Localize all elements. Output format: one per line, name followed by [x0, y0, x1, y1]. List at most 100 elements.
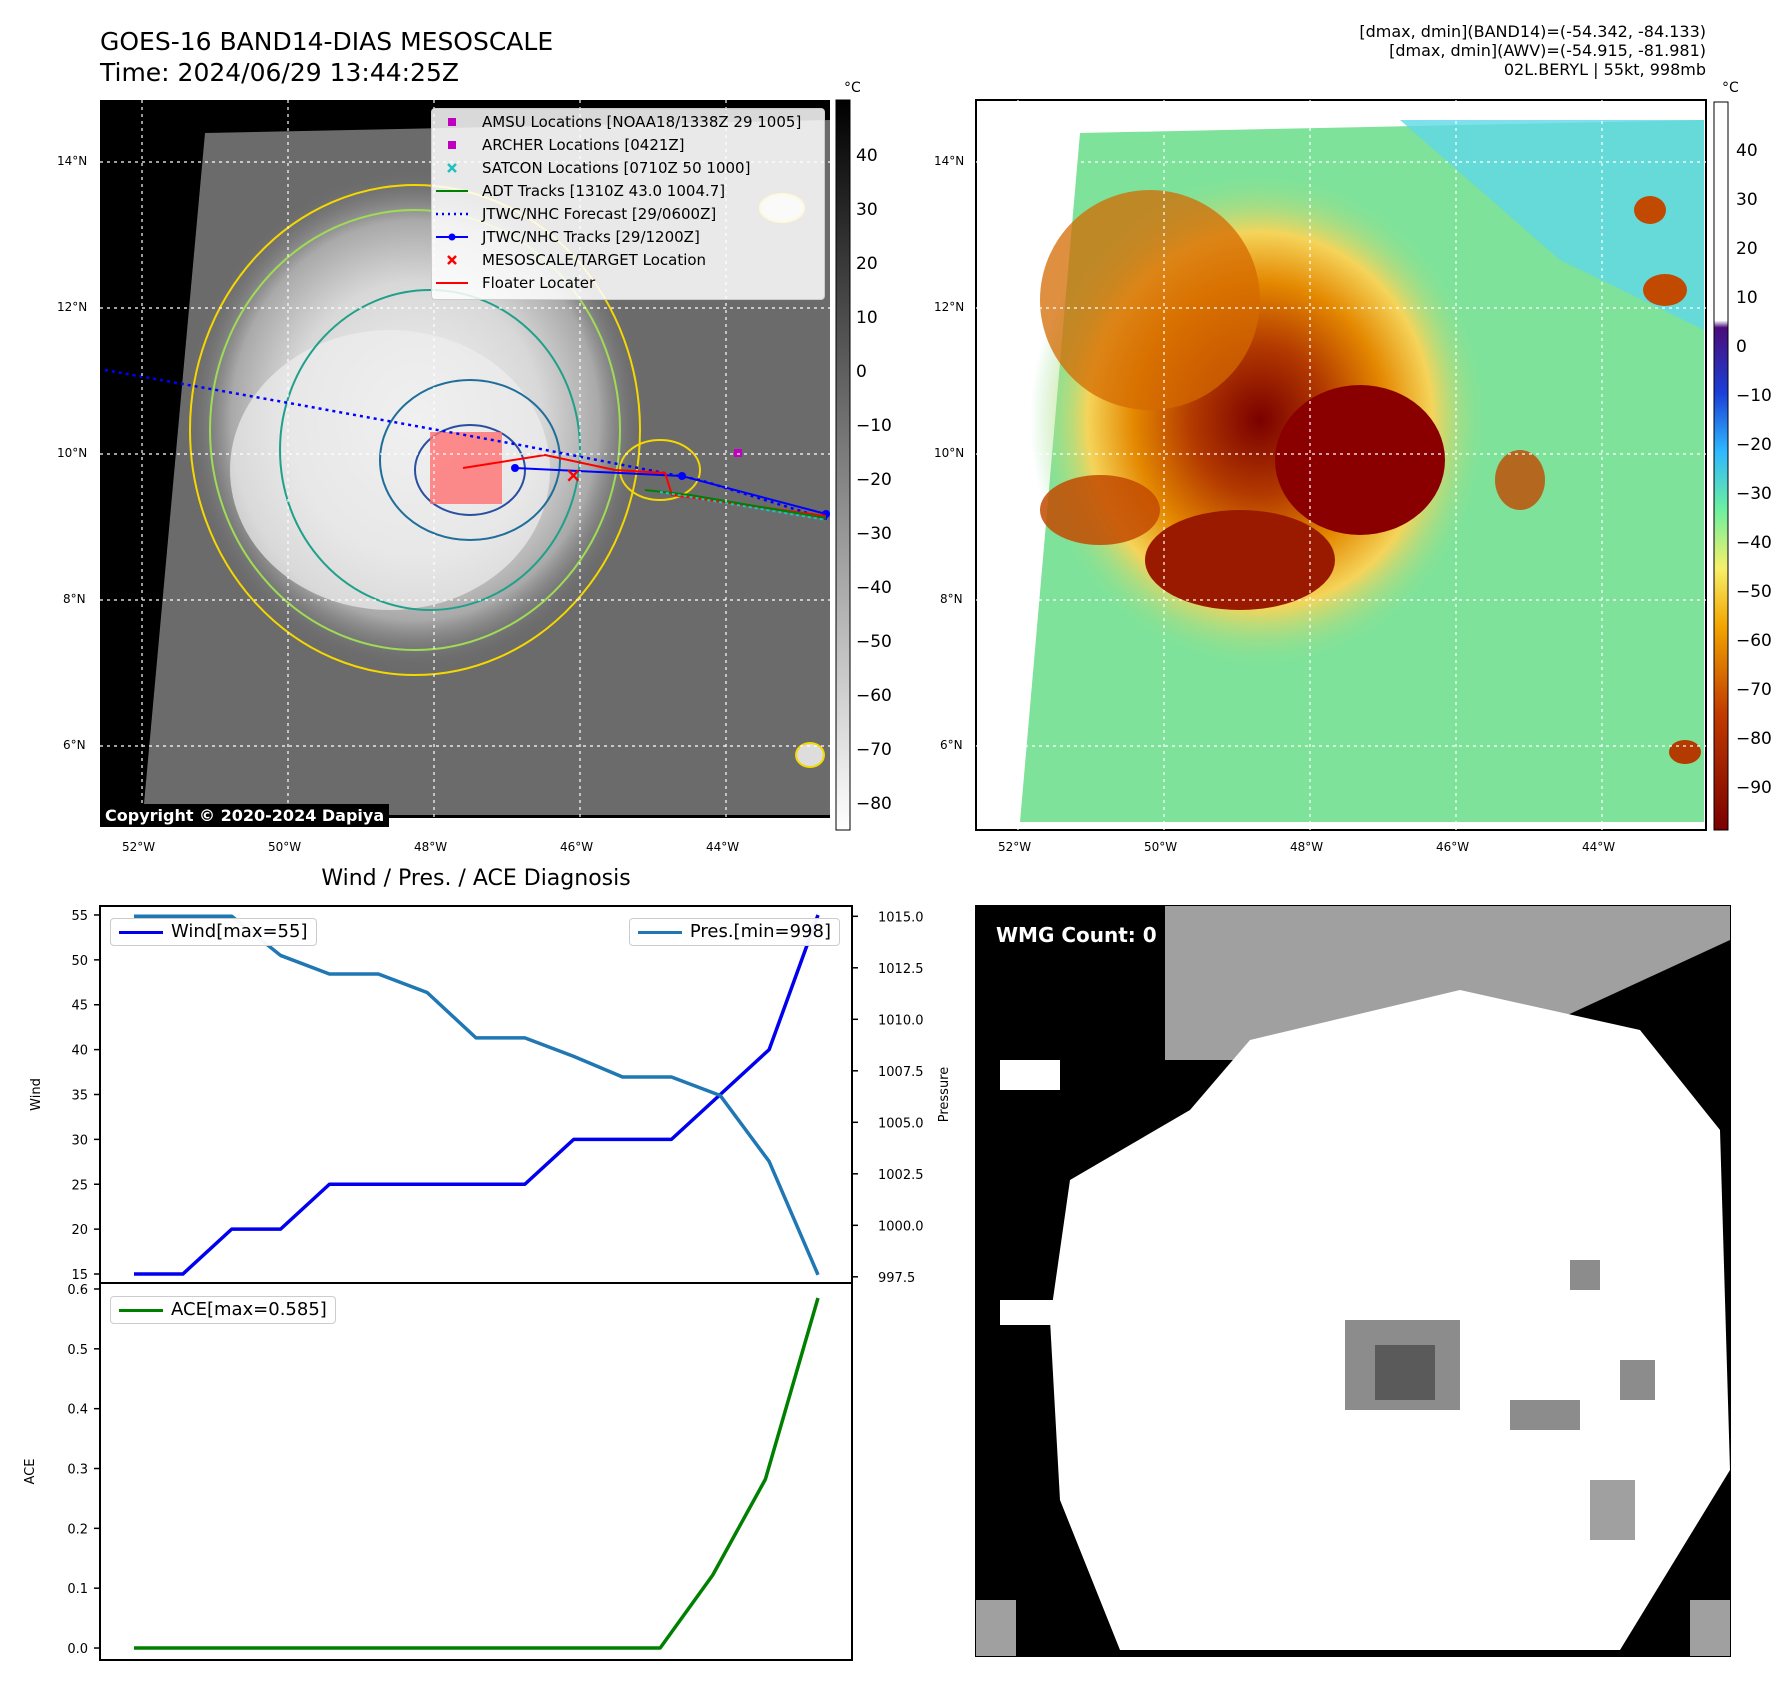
- top-left-legend: AMSU Locations [NOAA18/1338Z 29 1005] AR…: [431, 108, 825, 300]
- lon-label: 44°W: [706, 840, 740, 854]
- legend-label: Floater Locater: [482, 274, 596, 292]
- colorbar-tick: −20: [1736, 435, 1772, 455]
- colorbar-tick: −60: [1736, 631, 1772, 651]
- y2-axis-label: Pressure: [937, 1067, 952, 1123]
- lon-label: 46°W: [1436, 840, 1470, 854]
- lat-label: 10°N: [57, 446, 88, 460]
- y-tick-label: 40: [71, 1044, 88, 1059]
- chart-panel-top: [99, 905, 853, 1284]
- y-tick-label: 15: [71, 1268, 88, 1283]
- line-dot-icon: [432, 226, 472, 248]
- colorbar-tick: −40: [856, 578, 892, 598]
- colorbar-unit: °C: [844, 80, 861, 96]
- colorbar-unit: °C: [1722, 80, 1739, 96]
- chart-panel-bottom: [99, 1282, 853, 1661]
- wmg-count-label: WMG Count: 0: [990, 920, 1163, 950]
- colorbar-tick: 40: [856, 146, 878, 166]
- lat-label: 6°N: [940, 738, 963, 752]
- colorbar-tick: −80: [856, 794, 892, 814]
- y2-tick-label: 1007.5: [878, 1065, 924, 1080]
- wind-series-line: [134, 914, 820, 1276]
- lat-label: 8°N: [940, 592, 963, 606]
- y2-tick-label: 1010.0: [878, 1013, 924, 1028]
- y2-tick-label: 1005.0: [878, 1116, 924, 1131]
- lat-label: 10°N: [934, 446, 965, 460]
- y-tick-label: 0.4: [67, 1403, 88, 1418]
- colorbar-tick: −30: [856, 524, 892, 544]
- y-tick-label: 20: [71, 1223, 88, 1238]
- colorbar-tick: 10: [856, 308, 878, 328]
- ace-legend-label: ACE[max=0.585]: [171, 1299, 327, 1320]
- legend-label: AMSU Locations [NOAA18/1338Z 29 1005]: [482, 113, 802, 131]
- colorbar-tick: 30: [856, 200, 878, 220]
- colorbar-tick: −10: [1736, 386, 1772, 406]
- y-tick-label: 30: [71, 1133, 88, 1148]
- lon-label: 50°W: [268, 840, 302, 854]
- y2-tick-label: 1015.0: [878, 910, 924, 925]
- y2-tick-label: 997.5: [878, 1271, 915, 1286]
- wind-legend: Wind[max=55]: [110, 918, 317, 946]
- lon-label: 46°W: [560, 840, 594, 854]
- ace-series-line: [134, 1297, 820, 1650]
- lon-label: 48°W: [1290, 840, 1324, 854]
- colorbar-tick: −70: [856, 740, 892, 760]
- colorbar-tick: −70: [1736, 680, 1772, 700]
- wind-legend-line-icon: [119, 930, 163, 934]
- ace-legend-line-icon: [119, 1308, 163, 1312]
- chart-title: Wind / Pres. / ACE Diagnosis: [321, 866, 631, 891]
- y-axis-label: ACE: [23, 1459, 38, 1485]
- lat-label: 14°N: [57, 154, 88, 168]
- lon-label: 52°W: [122, 840, 156, 854]
- y-tick-label: 0.5: [67, 1343, 88, 1358]
- lat-label: 12°N: [934, 300, 965, 314]
- legend-label: ARCHER Locations [0421Z]: [482, 136, 685, 154]
- y2-tick-label: 1012.5: [878, 962, 924, 977]
- x-marker-icon: [432, 249, 472, 271]
- header-awv: [dmax, dmin](AWV)=(-54.915, -81.981): [1389, 41, 1706, 60]
- lat-label: 8°N: [63, 592, 86, 606]
- legend-label: JTWC/NHC Forecast [29/0600Z]: [482, 205, 717, 223]
- colorbar-tick: −60: [856, 686, 892, 706]
- lat-label: 14°N: [934, 154, 965, 168]
- lat-label: 12°N: [57, 300, 88, 314]
- lon-label: 48°W: [414, 840, 448, 854]
- lat-label: 6°N: [63, 738, 86, 752]
- copyright-label: Copyright © 2020-2024 Dapiya: [100, 804, 390, 827]
- svg-text:×: ×: [565, 463, 582, 487]
- y-tick-label: 0.6: [67, 1283, 88, 1298]
- y-tick-label: 35: [71, 1089, 88, 1104]
- colorbar-tick: −30: [1736, 484, 1772, 504]
- colorbar-tick: 20: [856, 254, 878, 274]
- top-left-title-2: Time: 2024/06/29 13:44:25Z: [100, 58, 459, 87]
- legend-label: SATCON Locations [0710Z 50 1000]: [482, 159, 751, 177]
- lon-label: 50°W: [1144, 840, 1178, 854]
- ace-legend: ACE[max=0.585]: [110, 1296, 336, 1324]
- lon-label: 44°W: [1582, 840, 1616, 854]
- square-marker-icon: [432, 111, 472, 133]
- colorbar-tick: −20: [856, 470, 892, 490]
- line-marker-icon: [432, 272, 472, 294]
- colorbar-tick: −90: [1736, 778, 1772, 798]
- y-tick-label: 50: [71, 954, 88, 969]
- colorbar-tick: 0: [1736, 337, 1747, 357]
- square-marker-icon: [432, 134, 472, 156]
- y-tick-label: 45: [71, 999, 88, 1014]
- y2-tick-label: 1000.0: [878, 1219, 924, 1234]
- colorbar-tick: 30: [1736, 190, 1758, 210]
- y2-tick-label: 1002.5: [878, 1168, 924, 1183]
- pressure-legend-line-icon: [637, 930, 682, 934]
- wind-legend-label: Wind[max=55]: [171, 921, 308, 942]
- y-tick-label: 0.2: [67, 1522, 88, 1537]
- y-tick-label: 55: [71, 909, 88, 924]
- x-marker-icon: [432, 157, 472, 179]
- header-storm: 02L.BERYL | 55kt, 998mb: [1503, 60, 1706, 79]
- y-tick-label: 0.3: [67, 1463, 88, 1478]
- colorbar-tick: −50: [856, 632, 892, 652]
- y-tick-label: 0.0: [67, 1642, 88, 1657]
- y-axis-label: Wind: [29, 1078, 44, 1111]
- colorbar-tick: 0: [856, 362, 867, 382]
- colorbar-tick: −40: [1736, 533, 1772, 553]
- legend-label: MESOSCALE/TARGET Location: [482, 251, 707, 269]
- legend-label: JTWC/NHC Tracks [29/1200Z]: [482, 228, 700, 246]
